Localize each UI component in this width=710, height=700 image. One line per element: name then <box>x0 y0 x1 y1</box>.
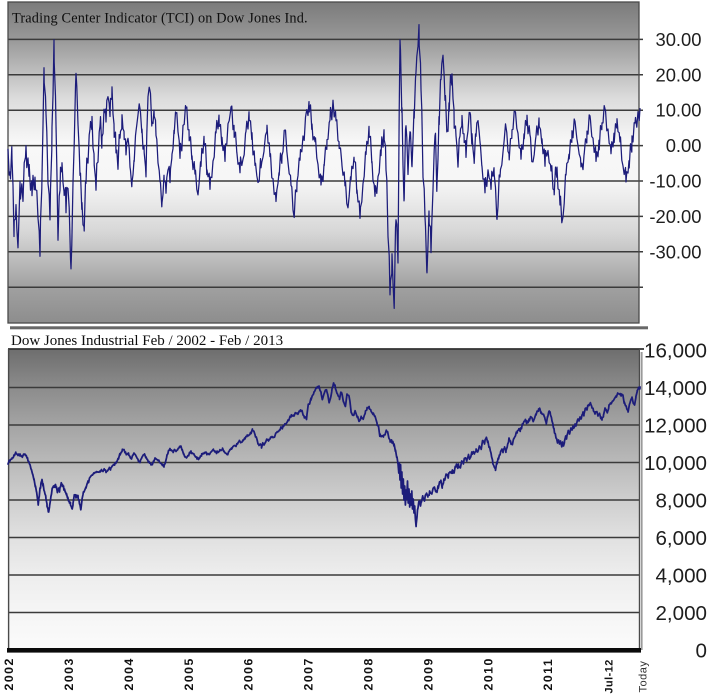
svg-text:0: 0 <box>696 639 707 662</box>
svg-text:2003: 2003 <box>62 657 76 690</box>
svg-text:-30.00: -30.00 <box>649 241 701 262</box>
svg-text:Dow Jones Industrial Feb / 200: Dow Jones Industrial Feb / 2002 - Feb / … <box>11 333 283 349</box>
svg-text:12,000: 12,000 <box>644 414 707 437</box>
svg-text:0.00: 0.00 <box>666 135 702 156</box>
svg-text:16,000: 16,000 <box>644 339 707 362</box>
svg-text:Trading Center Indicator (TCI): Trading Center Indicator (TCI) on Dow Jo… <box>12 10 308 26</box>
svg-text:2,000: 2,000 <box>655 602 707 625</box>
svg-text:2007: 2007 <box>302 657 316 690</box>
svg-text:-20.00: -20.00 <box>649 206 701 227</box>
svg-text:2002: 2002 <box>2 657 16 690</box>
svg-text:2005: 2005 <box>182 657 196 690</box>
svg-text:2004: 2004 <box>122 657 136 690</box>
svg-text:8,000: 8,000 <box>655 489 707 512</box>
svg-text:Jul-12: Jul-12 <box>603 659 615 693</box>
svg-text:14,000: 14,000 <box>644 377 707 400</box>
svg-text:30.00: 30.00 <box>655 29 701 50</box>
svg-text:2010: 2010 <box>481 657 495 690</box>
svg-text:Today: Today <box>638 661 650 693</box>
svg-text:10,000: 10,000 <box>644 452 707 475</box>
svg-text:4,000: 4,000 <box>655 564 707 587</box>
svg-text:20.00: 20.00 <box>655 64 701 85</box>
svg-text:2011: 2011 <box>541 658 555 691</box>
svg-text:10.00: 10.00 <box>655 100 701 121</box>
svg-text:-10.00: -10.00 <box>649 171 701 192</box>
svg-text:2009: 2009 <box>421 657 435 690</box>
svg-text:2006: 2006 <box>242 657 256 690</box>
svg-text:2008: 2008 <box>362 657 376 690</box>
svg-text:6,000: 6,000 <box>655 527 707 550</box>
